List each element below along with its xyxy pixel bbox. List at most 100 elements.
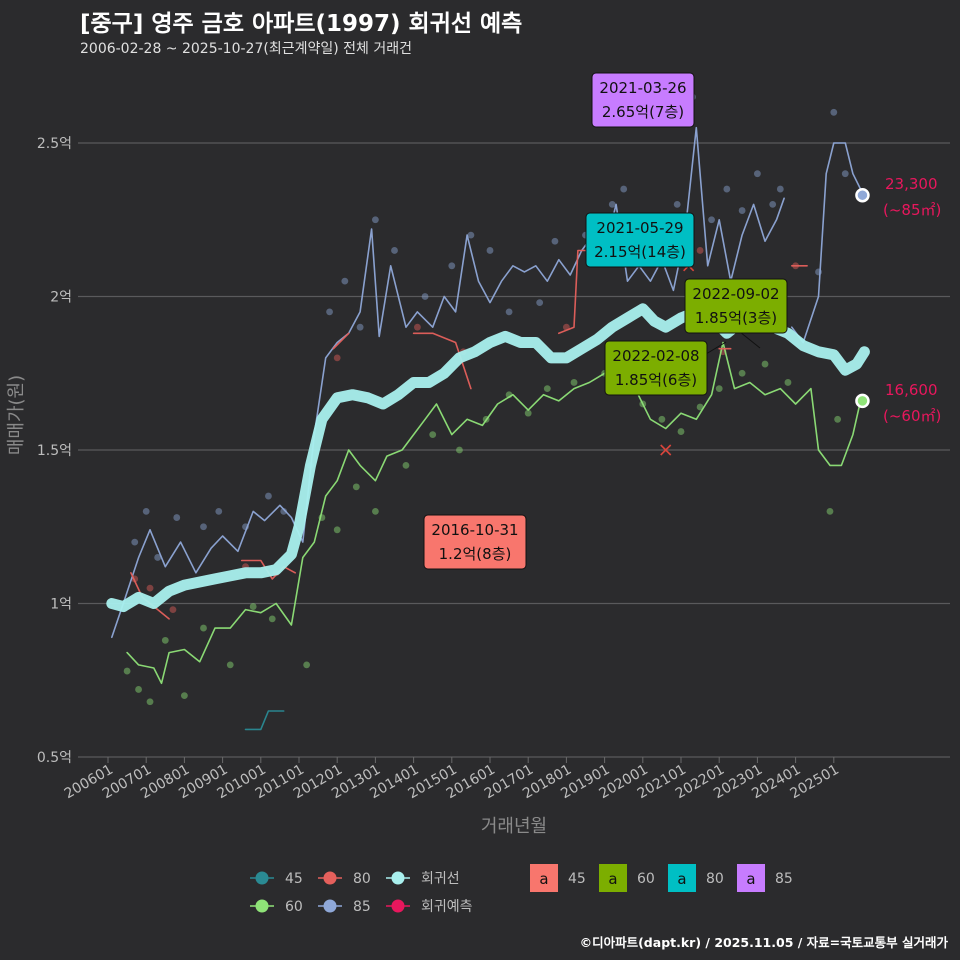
y-axis-title: 매매가(원) bbox=[6, 375, 27, 455]
end-point-marker bbox=[855, 393, 870, 409]
legend-box-key bbox=[530, 864, 558, 892]
scatter-point-85 bbox=[173, 514, 181, 521]
scatter-point-60 bbox=[181, 692, 188, 699]
legend-label: 회귀선 bbox=[421, 871, 460, 887]
end-area-label: (~60㎡) bbox=[883, 407, 941, 425]
annotation-date: 2021-05-29 bbox=[596, 219, 683, 237]
annotation-box bbox=[423, 514, 527, 570]
scatter-point-85 bbox=[326, 308, 333, 316]
scatter-point-60 bbox=[826, 508, 834, 515]
annotation-value: 1.85억(6층) bbox=[615, 371, 697, 389]
y-tick-label: 2억 bbox=[50, 290, 72, 306]
footer-credit: ©디아파트(dapt.kr) / 2025.11.05 / 자료=국토교통부 실… bbox=[579, 935, 948, 950]
annotation-value: 1.85억(3층) bbox=[695, 309, 777, 327]
scatter-point-85 bbox=[830, 108, 838, 116]
scatter-point-85 bbox=[505, 308, 513, 316]
x-axis-title: 거래년월 bbox=[481, 816, 547, 837]
legend-box-glyph: a bbox=[539, 870, 548, 888]
annotation-box bbox=[585, 212, 695, 268]
scatter-point-60 bbox=[834, 415, 842, 423]
scatter-point-80 bbox=[333, 354, 341, 362]
annotation-leader bbox=[705, 341, 727, 355]
scatter-point-85 bbox=[551, 237, 559, 245]
scatter-point-80 bbox=[146, 584, 154, 592]
chart-subtitle: 2006-02-28 ~ 2025-10-27(최근계약일) 전체 거래건 bbox=[80, 41, 412, 57]
legend-dot-key bbox=[323, 871, 337, 885]
annotation-date: 2022-02-08 bbox=[612, 347, 699, 365]
annotation-value: 2.65억(7층) bbox=[602, 103, 684, 121]
y-tick-label: 1억 bbox=[50, 597, 72, 613]
series-line-80c bbox=[332, 332, 350, 350]
legend-box-label: 85 bbox=[775, 871, 793, 887]
legend-label: 회귀예측 bbox=[421, 899, 473, 915]
scatter-point-85 bbox=[620, 185, 628, 193]
scatter-point-85 bbox=[215, 508, 223, 515]
scatter-point-85 bbox=[356, 323, 364, 331]
scatter-point-60 bbox=[761, 360, 769, 368]
scatter-point-60 bbox=[372, 508, 379, 515]
scatter-point-85 bbox=[673, 201, 681, 208]
scatter-point-85 bbox=[841, 170, 849, 178]
scatter-point-60 bbox=[677, 428, 685, 435]
legend-box-glyph: a bbox=[677, 870, 686, 888]
scatter-point-80 bbox=[414, 323, 421, 331]
annotation-date: 2021-03-26 bbox=[599, 79, 686, 97]
legend-dot-key bbox=[391, 899, 405, 913]
series-line-80d bbox=[412, 332, 472, 390]
y-tick-label: 1.5억 bbox=[37, 443, 72, 459]
y-tick-label: 0.5억 bbox=[37, 750, 72, 766]
scatter-point-60 bbox=[123, 667, 131, 675]
legend-dot-key bbox=[391, 871, 405, 885]
scatter-point-60 bbox=[135, 686, 142, 693]
annotation-value: 1.2억(8층) bbox=[439, 545, 512, 563]
scatter-point-85 bbox=[131, 538, 139, 546]
scatter-point-60 bbox=[658, 415, 666, 423]
legend-dot-key bbox=[255, 899, 269, 913]
scatter-point-60 bbox=[715, 385, 723, 392]
series-line-60 bbox=[126, 341, 862, 685]
scatter-point-85 bbox=[769, 201, 777, 208]
legend-box-label: 45 bbox=[568, 871, 586, 887]
legend-box-label: 80 bbox=[706, 871, 724, 887]
scatter-point-85 bbox=[142, 508, 150, 515]
scatter-point-85 bbox=[536, 299, 544, 307]
legend-label: 80 bbox=[353, 871, 371, 887]
scatter-point-85 bbox=[448, 262, 456, 270]
scatter-point-60 bbox=[524, 409, 532, 417]
scatter-point-80 bbox=[169, 606, 177, 614]
annotation-box bbox=[591, 72, 695, 128]
scatter-point-85 bbox=[738, 207, 746, 214]
series-line-45 bbox=[244, 710, 285, 731]
annotation-box bbox=[684, 278, 788, 334]
legend-label: 60 bbox=[285, 899, 303, 915]
scatter-point-85 bbox=[280, 508, 288, 515]
series-line-80e bbox=[558, 249, 591, 335]
annotation-date: 2022-09-02 bbox=[692, 285, 779, 303]
scatter-point-85 bbox=[154, 554, 162, 561]
scatter-point-60 bbox=[249, 603, 257, 610]
scatter-point-85 bbox=[486, 247, 494, 254]
scatter-point-85 bbox=[467, 231, 475, 239]
scatter-point-60 bbox=[429, 431, 437, 439]
scatter-point-60 bbox=[333, 526, 341, 534]
end-area-label: (~85㎡) bbox=[883, 201, 941, 219]
legend-label: 85 bbox=[353, 899, 371, 915]
legend-box-label: 60 bbox=[637, 871, 655, 887]
scatter-point-85 bbox=[421, 293, 429, 300]
scatter-point-60 bbox=[456, 446, 463, 454]
annotation-leader bbox=[739, 331, 761, 349]
end-price-label: 16,600 bbox=[885, 381, 938, 399]
scatter-point-60 bbox=[146, 698, 154, 706]
y-tick-label: 2.5억 bbox=[37, 136, 72, 152]
annotation-date: 2016-10-31 bbox=[431, 521, 518, 539]
scatter-point-60 bbox=[352, 483, 360, 491]
end-point-marker bbox=[855, 187, 870, 203]
scatter-point-85 bbox=[708, 216, 715, 224]
annotation-box bbox=[604, 340, 708, 396]
legend-box-key bbox=[668, 864, 696, 892]
scatter-point-60 bbox=[738, 369, 746, 377]
scatter-point-85 bbox=[776, 185, 784, 193]
legend-box-key bbox=[737, 864, 765, 892]
chart-title: [중구] 영주 금호 아파트(1997) 회귀선 예측 bbox=[80, 11, 523, 37]
